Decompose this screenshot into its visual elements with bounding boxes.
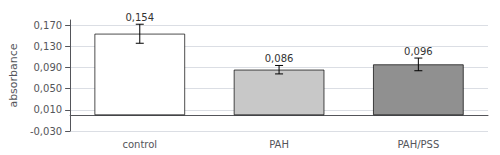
svg-text:PAH: PAH xyxy=(269,139,289,150)
svg-text:control: control xyxy=(122,139,157,150)
svg-text:0,086: 0,086 xyxy=(265,53,294,64)
svg-text:0,050: 0,050 xyxy=(33,83,62,94)
svg-text:0,154: 0,154 xyxy=(125,12,154,23)
svg-text:0,010: 0,010 xyxy=(33,104,62,115)
svg-text:PAH/PSS: PAH/PSS xyxy=(397,139,439,150)
svg-text:-0,030: -0,030 xyxy=(30,126,62,137)
svg-text:0,096: 0,096 xyxy=(404,46,433,57)
svg-text:0,170: 0,170 xyxy=(33,20,62,31)
svg-text:0,130: 0,130 xyxy=(33,41,62,52)
svg-text:0,090: 0,090 xyxy=(33,62,62,73)
svg-text:absorbance: absorbance xyxy=(7,43,20,107)
